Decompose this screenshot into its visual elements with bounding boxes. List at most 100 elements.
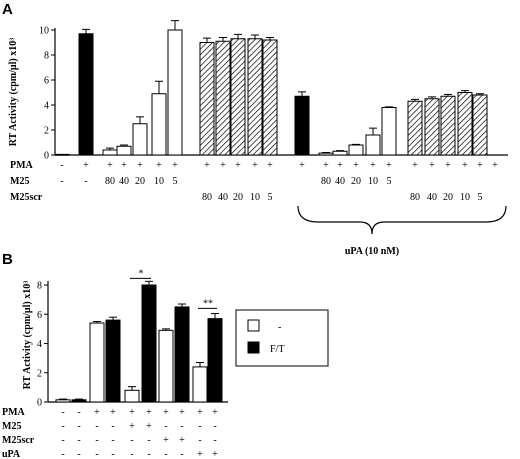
panel-a-table-cell: 5 [173, 176, 178, 187]
panel-b-table-cell: - [130, 449, 133, 459]
panel-b-row-label: PMA [2, 407, 26, 418]
panel-a-table-cell: + [386, 160, 392, 171]
panel-a-y-axis-label: RT Activity (cpm/μl) x10³ [8, 38, 19, 146]
panel-a-row-label: M25scr [10, 192, 43, 203]
panel-b-table-cell: + [163, 407, 169, 418]
panel-a-bar [472, 94, 488, 156]
panel-a-table-cell: 10 [460, 192, 470, 203]
panel-a-table-cell: - [60, 160, 63, 171]
panel-b-table-cell: + [146, 421, 152, 432]
panel-a-row-label: PMA [10, 160, 34, 171]
panel-b-table-cell: - [77, 449, 80, 459]
panel-b-bar [105, 319, 121, 403]
panel-a-table-cell: + [477, 160, 483, 171]
panel-a-bar [78, 33, 94, 156]
panel-b-y-tick-label: 0 [37, 398, 42, 409]
panel-b-bar [207, 318, 223, 403]
legend-label-filled: F/T [270, 344, 284, 355]
panel-a-table-cell: + [235, 160, 241, 171]
panel-b-y-tick-label: 6 [37, 310, 42, 321]
panel-a-y-tick-label: 6 [44, 76, 49, 87]
panel-b-table-cell: + [197, 449, 203, 459]
panel-b-table-cell: - [213, 435, 216, 446]
panel-b-table-cell: + [212, 407, 218, 418]
panel-b-table-cell: - [213, 421, 216, 432]
panel-b-table-cell: - [198, 421, 201, 432]
panel-b-bar [55, 399, 71, 403]
panel-b-table-cell: - [180, 421, 183, 432]
panel-b-table-cell: + [146, 407, 152, 418]
panel-a-table-cell: 10 [368, 176, 378, 187]
panel-b-table-cell: - [77, 421, 80, 432]
panel-b-table-cell: - [95, 421, 98, 432]
panel-a-table-cell: 40 [427, 192, 437, 203]
panel-a-table-cell: 80 [202, 192, 212, 203]
panel-a-table-cell: + [370, 160, 376, 171]
panel-b-table-cell: - [180, 449, 183, 459]
panel-b-table-cell: - [95, 435, 98, 446]
panel-a-table-cell: + [267, 160, 273, 171]
panel-b-table-cell: + [129, 407, 135, 418]
panel-a-table-cell: + [204, 160, 210, 171]
panel-a-bar [230, 38, 246, 156]
panel-a-y-tick-label: 4 [44, 101, 49, 112]
panel-b-table-cell: - [61, 421, 64, 432]
panel-a-bar [215, 40, 231, 156]
panel-a-table-cell: + [252, 160, 258, 171]
panel-a-table-cell: 20 [233, 192, 243, 203]
panel-a-bar [424, 98, 440, 156]
panel-a-table-cell: + [299, 160, 305, 171]
panel-a-table-cell: 20 [135, 176, 145, 187]
panel-b-table-cell: - [77, 407, 80, 418]
panel-a-table-cell: 10 [250, 192, 260, 203]
panel-a-bar [365, 134, 381, 156]
panel-b-y-axis-label: RT Activity (cpm/μl) x10³ [22, 281, 33, 389]
panel-a-table-cell: 20 [351, 176, 361, 187]
panel-a-table-cell: 40 [119, 176, 129, 187]
panel-a-upa-label: uPA (10 nM) [345, 246, 399, 257]
panel-b-bar [174, 306, 190, 403]
panel-a-y-tick-label: 0 [44, 151, 49, 162]
panel-a-table-cell: + [220, 160, 226, 171]
panel-a-table-cell: 10 [154, 176, 164, 187]
panel-a-table-cell: + [107, 160, 113, 171]
panel-a-bar [199, 42, 215, 156]
panel-a-table-cell: - [84, 176, 87, 187]
panel-a-table-cell: + [121, 160, 127, 171]
panel-a-table-cell: + [462, 160, 468, 171]
panel-a-bar [167, 29, 183, 156]
panel-a-bar [132, 123, 148, 156]
panel-b-table-cell: - [61, 435, 64, 446]
panel-a-table-cell: 5 [387, 176, 392, 187]
panel-a-y-tick-label: 10 [39, 26, 49, 37]
panel-b-letter: B [2, 251, 13, 268]
panel-b-y-tick-label: 2 [37, 368, 42, 379]
panel-b-bar [141, 284, 157, 403]
panel-a-y-tick-label: 8 [44, 51, 49, 62]
panel-b-table-cell: + [163, 435, 169, 446]
panel-a-bar [332, 150, 348, 156]
panel-a-row-label: M25 [10, 176, 29, 187]
panel-a-bar [348, 144, 364, 156]
panel-a-table-cell: + [337, 160, 343, 171]
panel-a-table-cell: 40 [218, 192, 228, 203]
panel-a-table-cell: 5 [268, 192, 273, 203]
panel-b-table-cell: - [130, 435, 133, 446]
panel-b-bar [124, 389, 140, 403]
legend-swatch-filled [247, 341, 260, 354]
panel-a-table-cell: + [156, 160, 162, 171]
panel-a-letter: A [2, 1, 13, 18]
panel-b-table-cell: - [164, 421, 167, 432]
panel-a-table-cell: + [492, 160, 498, 171]
panel-b-table-cell: + [179, 407, 185, 418]
panel-b-table-cell: - [61, 449, 64, 459]
panel-b-table-cell: - [95, 449, 98, 459]
panel-a-bar [116, 145, 132, 156]
panel-a-bar [102, 149, 118, 156]
panel-b-table-cell: - [198, 435, 201, 446]
panel-a-table-cell: 80 [410, 192, 420, 203]
panel-a-bar [247, 38, 263, 156]
panel-a-bar [407, 100, 423, 156]
panel-b-table-cell: + [94, 407, 100, 418]
